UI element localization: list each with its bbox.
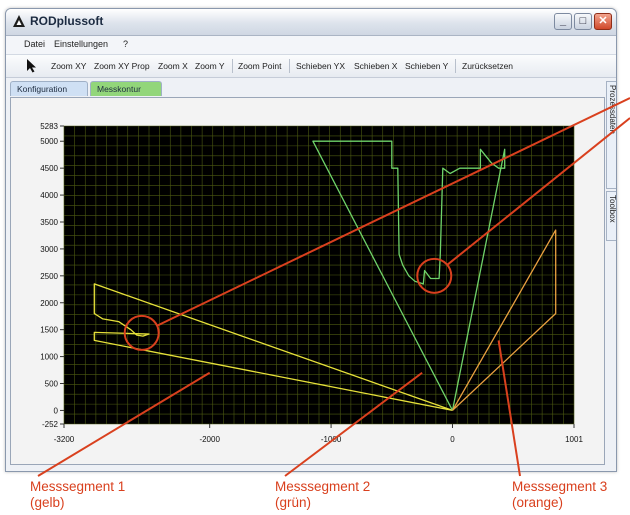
y-tick-label: 2500 xyxy=(40,272,58,281)
menu-datei[interactable]: Datei xyxy=(24,39,46,49)
y-tick-label: 500 xyxy=(45,380,59,389)
y-tick-label: 4000 xyxy=(40,191,58,200)
app-window: RODplussoft _ □ ✕ Datei Einstellungen ? … xyxy=(5,8,617,472)
caption-color: (grün) xyxy=(275,495,312,510)
tab-konfiguration[interactable]: Konfiguration xyxy=(10,81,88,96)
y-tick-label: 2000 xyxy=(40,299,58,308)
caption-color: (orange) xyxy=(512,495,564,510)
close-button[interactable]: ✕ xyxy=(594,13,612,30)
zoom-xy-button[interactable]: Zoom XY xyxy=(51,61,87,71)
side-tab-toolbox[interactable]: Toolbox xyxy=(606,191,617,241)
caption-segment-2: Messsegment 2 (grün) xyxy=(275,479,370,511)
zoom-xy-prop-button[interactable]: Zoom XY Prop xyxy=(94,61,150,71)
y-tick-label: 1000 xyxy=(40,353,58,362)
x-tick-label: -3200 xyxy=(54,435,75,444)
side-tab-label: Prozessdaten xyxy=(608,85,617,134)
maximize-button[interactable]: □ xyxy=(574,13,592,30)
caption-title: Messsegment 3 xyxy=(512,479,608,494)
chart-panel: 5283 5000 4500 4000 3500 3000 2500 2000 1500 1000… xyxy=(10,97,605,465)
y-tick-label: 5283 xyxy=(40,122,58,131)
menu-einstellungen[interactable]: Einstellungen xyxy=(54,39,109,49)
toolbar-separator xyxy=(455,59,456,73)
caption-title: Messsegment 2 xyxy=(275,479,371,494)
caption-segment-3: Messsegment 3 (orange) xyxy=(512,479,607,511)
caption-title: Messsegment 1 xyxy=(30,479,126,494)
menu-bar: Datei Einstellungen ? xyxy=(6,36,616,55)
y-tick-label: -252 xyxy=(42,420,59,429)
caption-color: (gelb) xyxy=(30,495,65,510)
app-logo-icon xyxy=(13,15,25,27)
y-tick-label: 4500 xyxy=(40,164,58,173)
y-tick-label: 0 xyxy=(54,406,59,415)
close-icon: ✕ xyxy=(598,15,608,27)
title-bar[interactable]: RODplussoft _ □ ✕ xyxy=(6,9,616,36)
x-tick-label: -1000 xyxy=(321,435,342,444)
side-tab-label: Toolbox xyxy=(608,195,617,223)
window-title: RODplussoft xyxy=(30,14,104,28)
schieben-yx-button[interactable]: Schieben YX xyxy=(296,61,345,71)
reset-button[interactable]: Zurücksetzen xyxy=(462,61,514,71)
zoom-point-button[interactable]: Zoom Point xyxy=(238,61,282,71)
side-tab-strip: Prozessdaten Toolbox xyxy=(606,81,617,271)
contour-chart[interactable]: 5283500045004000350030002500200015001000… xyxy=(11,98,604,464)
toolbar-separator xyxy=(232,59,233,73)
tab-messkontur[interactable]: Messkontur xyxy=(90,81,162,96)
zoom-x-button[interactable]: Zoom X xyxy=(158,61,188,71)
side-tab-prozessdaten[interactable]: Prozessdaten xyxy=(606,81,617,189)
minimize-button[interactable]: _ xyxy=(554,13,572,30)
schieben-x-button[interactable]: Schieben X xyxy=(354,61,398,71)
x-tick-label: 0 xyxy=(450,435,455,444)
schieben-y-button[interactable]: Schieben Y xyxy=(405,61,449,71)
minimize-icon: _ xyxy=(559,15,567,27)
x-tick-label: 1001 xyxy=(565,435,583,444)
y-tick-label: 3000 xyxy=(40,245,58,254)
caption-segment-1: Messsegment 1 (gelb) xyxy=(30,479,125,511)
x-tick-label: -2000 xyxy=(199,435,220,444)
y-tick-label: 5000 xyxy=(40,137,58,146)
zoom-y-button[interactable]: Zoom Y xyxy=(195,61,225,71)
pointer-tool-icon[interactable] xyxy=(26,58,38,73)
toolbar-separator xyxy=(289,59,290,73)
menu-help[interactable]: ? xyxy=(123,39,129,49)
maximize-icon: □ xyxy=(579,15,587,27)
y-tick-label: 1500 xyxy=(40,326,58,335)
toolbar: Zoom XY Zoom XY Prop Zoom X Zoom Y Zoom … xyxy=(6,55,616,78)
y-tick-label: 3500 xyxy=(40,218,58,227)
